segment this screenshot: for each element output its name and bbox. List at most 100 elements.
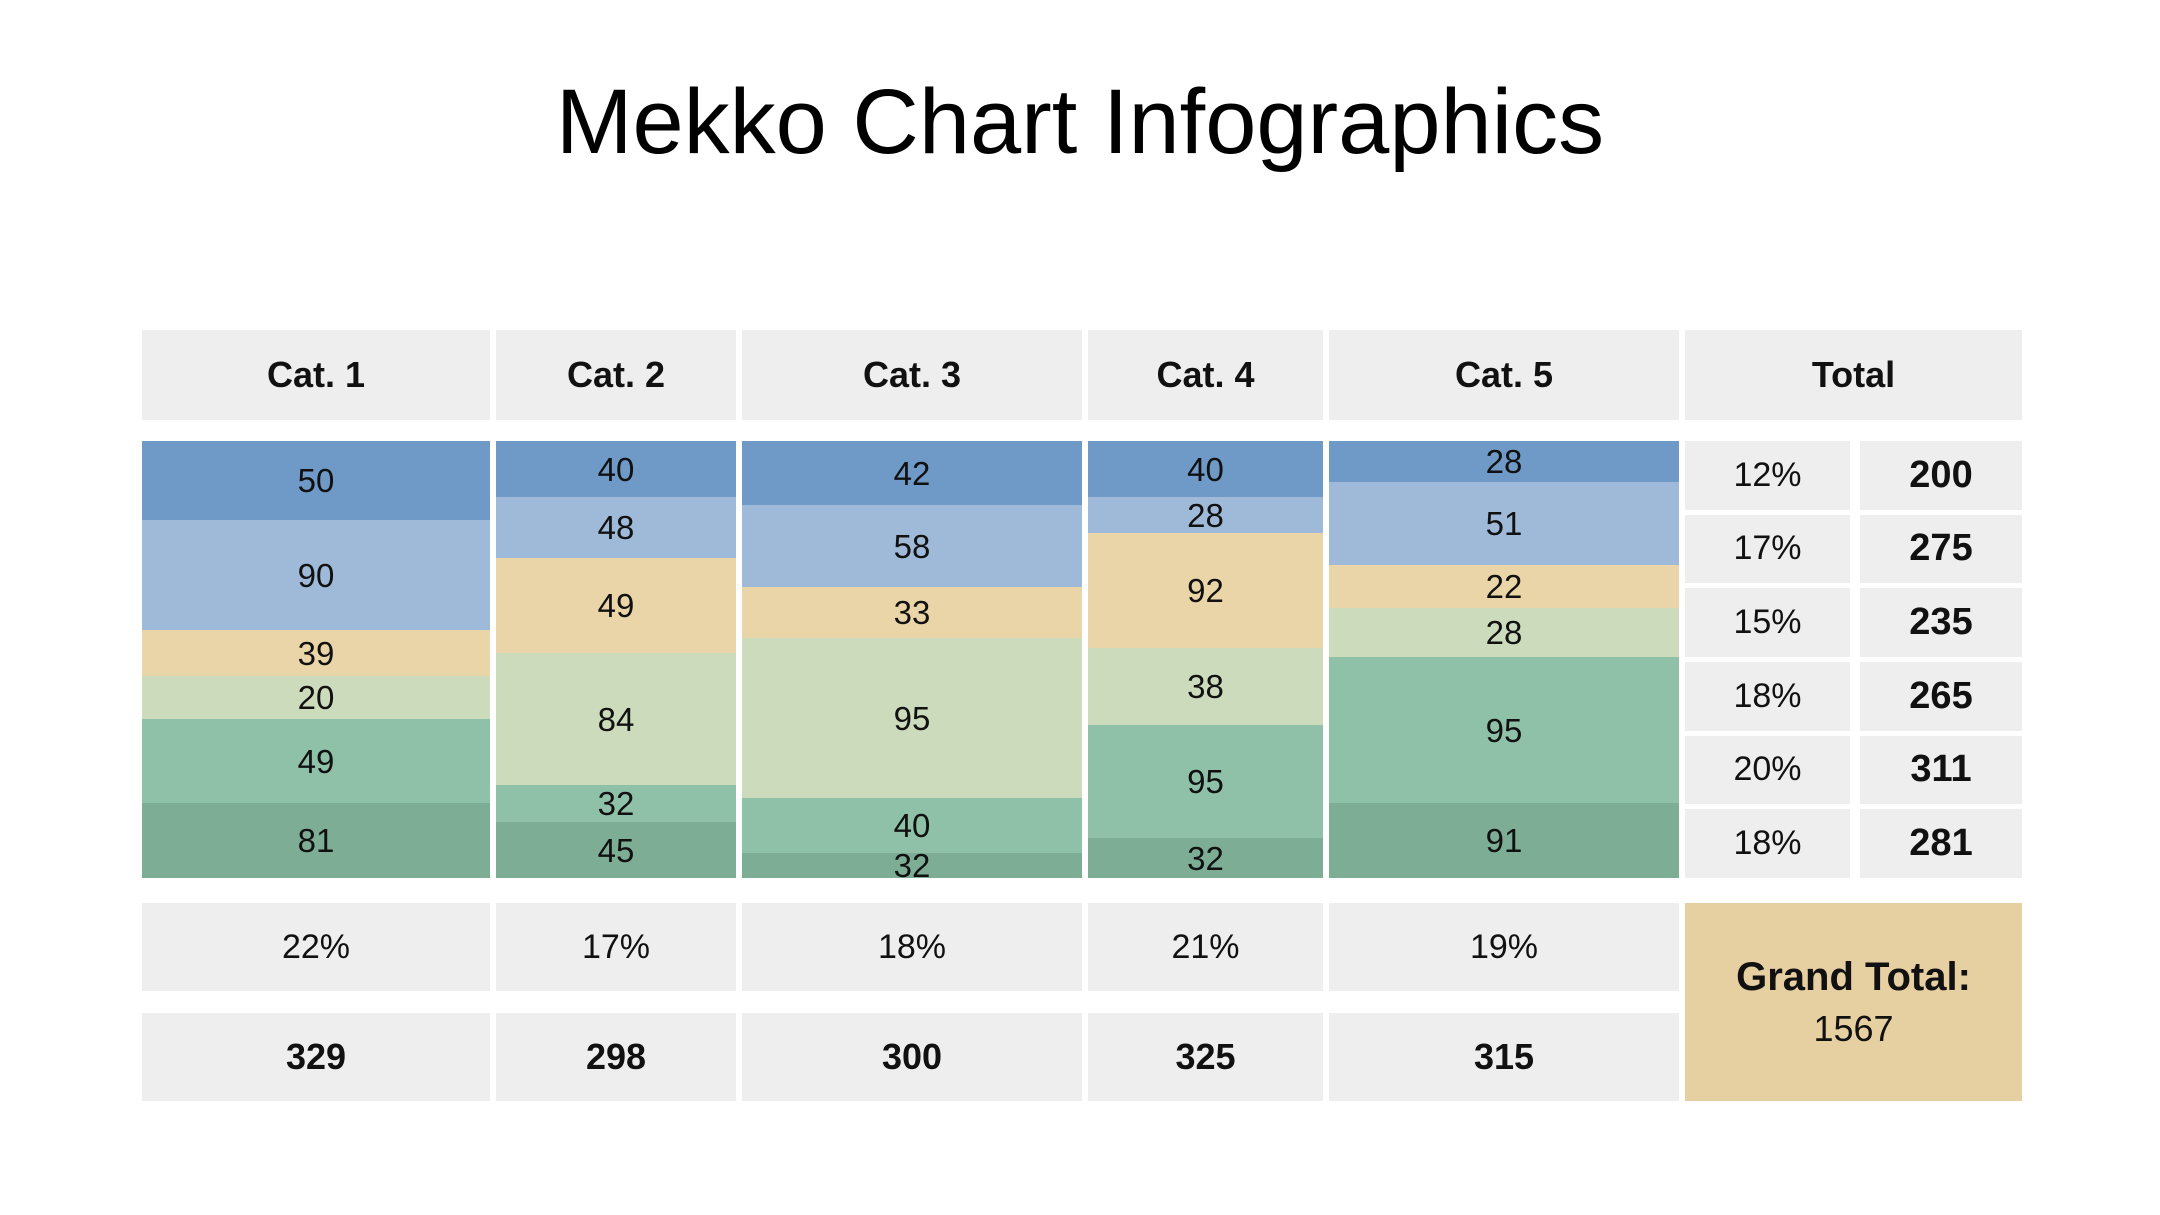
- bar-column-cat1: 50 90 39 20 49 81: [142, 441, 490, 878]
- segment-cat1-tan: 39: [142, 630, 490, 676]
- segment-value: 91: [1485, 822, 1523, 859]
- segment-value: 58: [893, 527, 931, 565]
- segment-value: 51: [1485, 505, 1523, 542]
- header-row: Cat. 1 Cat. 2 Cat. 3 Cat. 4 Cat. 5 Total: [142, 330, 2022, 420]
- segment-value: 48: [597, 509, 635, 546]
- segment-value: 40: [597, 450, 635, 488]
- column-percent-row: 22% 17% 18% 21% 19%: [142, 903, 2022, 991]
- segment-cat1-light-blue: 90: [142, 520, 490, 630]
- segment-cat3-dark-green: 32: [742, 849, 1082, 882]
- segment-cat3-green: 40: [742, 798, 1082, 853]
- row-percent-4: 18%: [1685, 661, 1850, 731]
- row-total-4: 265: [1860, 661, 2022, 731]
- grand-total-value: 1567: [1813, 1007, 1894, 1049]
- segment-value: 42: [893, 454, 931, 492]
- column-total-row: 329 298 300 325 315: [142, 1013, 2022, 1101]
- segment-value: 20: [297, 679, 335, 716]
- mekko-chart: Cat. 1 Cat. 2 Cat. 3 Cat. 4 Cat. 5 Total…: [142, 330, 2022, 1102]
- segment-cat3-pale-green: 95: [742, 638, 1082, 798]
- bars-area: 50 90 39 20 49 81 40 48 49 84 32 45 42 5…: [142, 441, 2022, 882]
- segment-value: 40: [893, 807, 931, 844]
- bar-column-cat3: 42 58 33 95 40 32: [742, 441, 1082, 882]
- segment-cat5-tan: 22: [1329, 565, 1679, 608]
- segment-value: 28: [1485, 443, 1523, 480]
- grand-total-label: Grand Total:: [1736, 954, 1971, 999]
- segment-value: 33: [893, 594, 931, 631]
- segment-cat3-blue: 42: [742, 441, 1082, 505]
- row-percent-6: 18%: [1685, 809, 1850, 878]
- segment-value: 32: [1187, 839, 1224, 877]
- segment-cat4-dark-green: 32: [1088, 838, 1323, 878]
- segment-value: 39: [297, 634, 335, 672]
- segment-value: 90: [297, 556, 335, 594]
- segment-value: 22: [1485, 568, 1523, 605]
- segment-cat1-green: 49: [142, 719, 490, 803]
- segment-value: 40: [1187, 450, 1224, 488]
- segment-value: 28: [1187, 496, 1224, 534]
- segment-cat5-light-blue: 51: [1329, 482, 1679, 565]
- segment-value: 49: [297, 742, 335, 780]
- segment-cat2-blue: 40: [496, 441, 736, 497]
- column-total-cat2: 298: [496, 1013, 736, 1101]
- column-header-cat2: Cat. 2: [496, 330, 736, 420]
- segment-value: 49: [597, 587, 635, 624]
- column-total-cat1: 329: [142, 1013, 490, 1101]
- segment-cat2-dark-green: 45: [496, 822, 736, 878]
- segment-value: 50: [297, 462, 335, 499]
- segment-value: 84: [597, 700, 635, 738]
- bar-column-cat5: 28 51 22 28 95 91: [1329, 441, 1679, 878]
- segment-value: 95: [1187, 763, 1224, 800]
- total-column: 12% 200 17% 275 15% 235 18% 265 20% 311 …: [1685, 441, 2022, 878]
- segment-cat2-tan: 49: [496, 558, 736, 653]
- grand-total-box: Grand Total: 1567: [1685, 903, 2022, 1101]
- segment-value: 81: [297, 822, 335, 859]
- column-total-cat3: 300: [742, 1013, 1082, 1101]
- segment-value: 38: [1187, 668, 1224, 705]
- segment-cat1-pale-green: 20: [142, 676, 490, 719]
- row-percent-5: 20%: [1685, 735, 1850, 805]
- segment-cat1-dark-green: 81: [142, 803, 490, 878]
- segment-value: 95: [893, 699, 931, 737]
- segment-cat5-blue: 28: [1329, 441, 1679, 482]
- segment-cat5-dark-green: 91: [1329, 803, 1679, 878]
- segment-cat1-blue: 50: [142, 441, 490, 520]
- column-percent-cat5: 19%: [1329, 903, 1679, 991]
- segment-cat4-light-blue: 28: [1088, 497, 1323, 533]
- segment-value: 28: [1485, 614, 1523, 651]
- row-total-1: 200: [1860, 441, 2022, 510]
- column-percent-cat1: 22%: [142, 903, 490, 991]
- segment-cat3-tan: 33: [742, 587, 1082, 638]
- row-total-6: 281: [1860, 809, 2022, 878]
- bar-column-cat4: 40 28 92 38 95 32: [1088, 441, 1323, 878]
- segment-cat2-green: 32: [496, 785, 736, 822]
- segment-value: 95: [1485, 711, 1523, 749]
- segment-cat2-light-blue: 48: [496, 497, 736, 558]
- column-header-total: Total: [1685, 330, 2022, 420]
- column-header-cat4: Cat. 4: [1088, 330, 1323, 420]
- segment-cat5-green: 95: [1329, 657, 1679, 803]
- column-total-cat4: 325: [1088, 1013, 1323, 1101]
- segment-cat3-light-blue: 58: [742, 505, 1082, 587]
- page-title: Mekko Chart Infographics: [555, 71, 1605, 173]
- segment-cat5-pale-green: 28: [1329, 608, 1679, 657]
- column-total-cat5: 315: [1329, 1013, 1679, 1101]
- segment-value: 45: [597, 831, 635, 869]
- row-percent-2: 17%: [1685, 514, 1850, 584]
- column-percent-cat4: 21%: [1088, 903, 1323, 991]
- segment-value: 32: [893, 847, 931, 884]
- segment-cat4-pale-green: 38: [1088, 648, 1323, 725]
- segment-cat4-blue: 40: [1088, 441, 1323, 497]
- column-header-cat5: Cat. 5: [1329, 330, 1679, 420]
- segment-cat2-pale-green: 84: [496, 653, 736, 785]
- column-header-cat1: Cat. 1: [142, 330, 490, 420]
- row-total-5: 311: [1860, 735, 2022, 805]
- column-header-cat3: Cat. 3: [742, 330, 1082, 420]
- segment-cat4-tan: 92: [1088, 533, 1323, 648]
- row-total-3: 235: [1860, 588, 2022, 657]
- row-percent-1: 12%: [1685, 441, 1850, 510]
- row-total-2: 275: [1860, 514, 2022, 584]
- bar-column-cat2: 40 48 49 84 32 45: [496, 441, 736, 878]
- segment-cat4-green: 95: [1088, 725, 1323, 838]
- row-percent-3: 15%: [1685, 588, 1850, 657]
